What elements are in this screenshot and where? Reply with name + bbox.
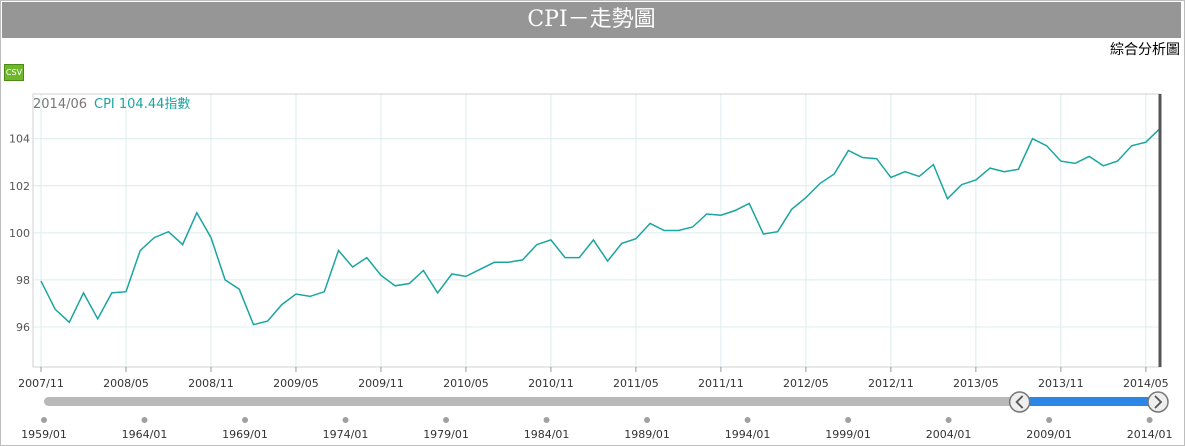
navigator-tick-dot: [945, 417, 952, 423]
navigator-tick-label: 1979/01: [423, 428, 469, 441]
x-tick-label: 2008/05: [103, 377, 149, 390]
x-tick-label: 2013/05: [953, 377, 999, 390]
csv-export-button[interactable]: CSV: [4, 64, 24, 81]
navigator-tick-dot: [845, 417, 852, 423]
navigator-tick-dot: [1146, 417, 1153, 423]
y-tick-label: 102: [9, 180, 30, 193]
navigator-tick-label: 1959/01: [21, 428, 67, 441]
x-tick-label: 2013/11: [1038, 377, 1084, 390]
x-tick-label: 2011/11: [698, 377, 744, 390]
x-tick-label: 2010/11: [528, 377, 574, 390]
navigator-tick-label: 1974/01: [323, 428, 369, 441]
navigator-track[interactable]: [44, 397, 1158, 406]
x-tick-label: 2011/05: [613, 377, 659, 390]
x-tick-label: 2007/11: [18, 377, 64, 390]
y-tick-label: 100: [9, 227, 30, 240]
navigator-tick-label: 1969/01: [222, 428, 268, 441]
readout-date: 2014/06: [33, 97, 87, 112]
navigator-tick-dot: [141, 417, 148, 423]
navigator-tick-label: 2009/01: [1026, 428, 1072, 441]
navigator-tick-label: 1964/01: [122, 428, 168, 441]
navigator-tick-label: 1989/01: [624, 428, 670, 441]
navigator-tick-dot: [744, 417, 751, 423]
navigator-tick-dot: [543, 417, 550, 423]
navigator-tick-dot: [644, 417, 651, 423]
x-tick-label: 2008/11: [188, 377, 234, 390]
analysis-chart-link[interactable]: 綜合分析圖: [1110, 42, 1180, 58]
navigator-tick-dot: [342, 417, 349, 423]
x-tick-label: 2009/05: [273, 377, 319, 390]
x-tick-label: 2012/11: [868, 377, 914, 390]
y-tick-label: 98: [16, 274, 30, 287]
navigator-tick-dot: [443, 417, 450, 423]
x-tick-label: 2010/05: [443, 377, 489, 390]
navigator-tick-label: 2004/01: [926, 428, 972, 441]
cpi-series-line: [40, 127, 1161, 326]
page-title: CPI－走勢圖: [2, 2, 1181, 38]
x-tick-label: 2014/05: [1123, 377, 1169, 390]
navigator-tick-label: 2014/01: [1127, 428, 1173, 441]
navigator-selection[interactable]: [1025, 397, 1158, 406]
navigator-tick-dot: [41, 417, 47, 423]
chevron-right-icon[interactable]: [1147, 391, 1169, 413]
navigator-tick-label: 1994/01: [725, 428, 771, 441]
navigator-tick-label: 1984/01: [524, 428, 570, 441]
readout-value: CPI 104.44指數: [94, 97, 190, 112]
navigator-tick-dot: [242, 417, 249, 423]
plot-area-border: [32, 93, 1162, 368]
chevron-left-icon[interactable]: [1008, 391, 1031, 413]
x-tick-label: 2012/05: [783, 377, 829, 390]
y-tick-label: 104: [9, 133, 30, 146]
navigator-tick-label: 1999/01: [825, 428, 871, 441]
x-tick-label: 2009/11: [358, 377, 404, 390]
y-tick-label: 96: [16, 321, 30, 334]
navigator-tick-dot: [1046, 417, 1053, 423]
